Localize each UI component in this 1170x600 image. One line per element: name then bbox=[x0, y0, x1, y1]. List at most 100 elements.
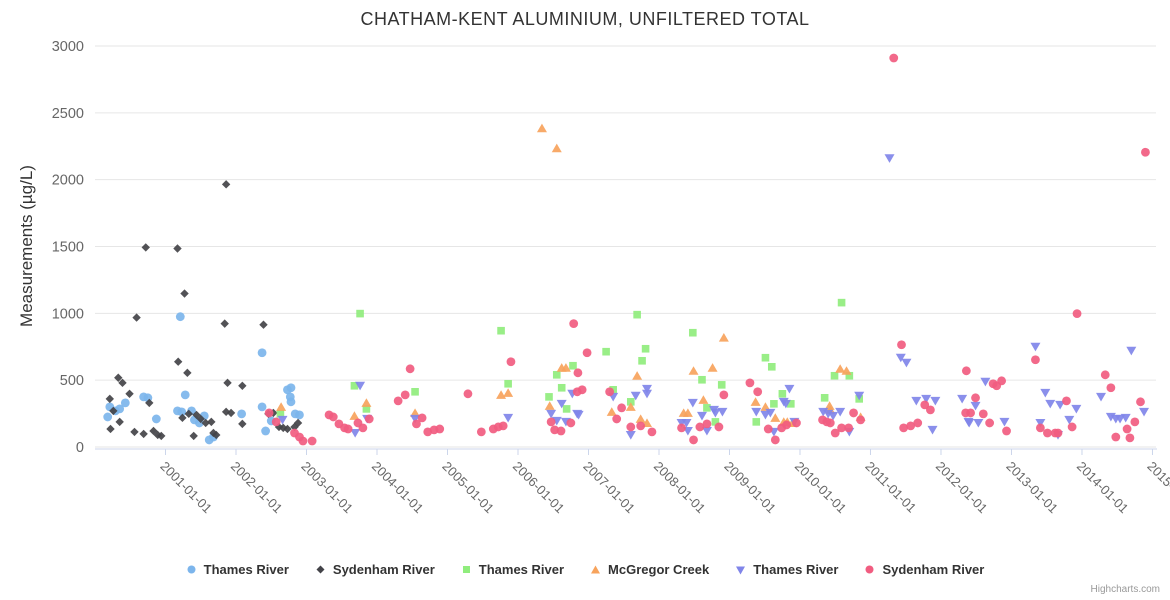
data-point[interactable] bbox=[711, 418, 720, 426]
data-point[interactable] bbox=[751, 407, 762, 417]
data-point[interactable] bbox=[750, 397, 761, 406]
data-point[interactable] bbox=[626, 398, 635, 406]
data-point[interactable] bbox=[647, 427, 657, 437]
data-point[interactable] bbox=[221, 180, 231, 189]
data-point[interactable] bbox=[175, 312, 185, 322]
data-point[interactable] bbox=[410, 414, 421, 424]
data-point[interactable] bbox=[497, 326, 505, 335]
data-point[interactable] bbox=[841, 366, 852, 375]
data-point[interactable] bbox=[1141, 147, 1150, 157]
data-point[interactable] bbox=[970, 401, 981, 411]
data-point[interactable] bbox=[1040, 388, 1051, 398]
data-point[interactable] bbox=[630, 391, 641, 401]
data-point[interactable] bbox=[362, 405, 371, 413]
data-point[interactable] bbox=[702, 419, 712, 429]
legend-item-3[interactable]: Thames River bbox=[461, 562, 564, 577]
data-point[interactable] bbox=[498, 421, 508, 431]
data-point[interactable] bbox=[719, 390, 729, 400]
data-point[interactable] bbox=[765, 408, 776, 418]
data-point[interactable] bbox=[641, 344, 650, 353]
data-point[interactable] bbox=[696, 411, 707, 421]
data-point[interactable] bbox=[212, 430, 221, 440]
data-point[interactable] bbox=[286, 397, 296, 407]
data-point[interactable] bbox=[830, 371, 839, 380]
data-point[interactable] bbox=[830, 428, 840, 438]
data-point[interactable] bbox=[350, 428, 361, 438]
data-point[interactable] bbox=[1045, 399, 1056, 409]
data-point[interactable] bbox=[109, 406, 118, 416]
data-point[interactable] bbox=[889, 53, 899, 63]
data-point[interactable] bbox=[125, 389, 134, 399]
legend-item-2[interactable]: Sydenham River bbox=[315, 562, 435, 577]
data-point[interactable] bbox=[602, 347, 610, 356]
data-point[interactable] bbox=[927, 425, 938, 435]
data-point[interactable] bbox=[1115, 414, 1126, 424]
data-point[interactable] bbox=[476, 427, 486, 437]
data-point[interactable] bbox=[551, 143, 562, 153]
data-point[interactable] bbox=[105, 394, 115, 404]
data-point[interactable] bbox=[792, 418, 801, 428]
data-point[interactable] bbox=[271, 417, 281, 427]
data-point[interactable] bbox=[196, 414, 205, 424]
data-point[interactable] bbox=[183, 368, 192, 378]
data-point[interactable] bbox=[899, 423, 909, 433]
data-point[interactable] bbox=[1030, 342, 1041, 352]
data-point[interactable] bbox=[298, 436, 308, 446]
data-point[interactable] bbox=[504, 379, 512, 388]
data-point[interactable] bbox=[226, 408, 236, 418]
data-point[interactable] bbox=[293, 418, 303, 428]
data-point[interactable] bbox=[698, 375, 706, 384]
data-point[interactable] bbox=[717, 381, 726, 389]
data-point[interactable] bbox=[1035, 418, 1046, 428]
data-point[interactable] bbox=[120, 398, 130, 408]
data-point[interactable] bbox=[625, 402, 636, 411]
data-point[interactable] bbox=[787, 400, 795, 408]
data-point[interactable] bbox=[698, 395, 709, 404]
data-point[interactable] bbox=[180, 390, 190, 400]
data-point[interactable] bbox=[141, 243, 150, 252]
data-point[interactable] bbox=[556, 426, 566, 436]
data-point[interactable] bbox=[1126, 346, 1137, 356]
data-point[interactable] bbox=[1031, 355, 1040, 365]
data-point[interactable] bbox=[642, 384, 653, 394]
data-point[interactable] bbox=[642, 389, 653, 399]
data-point[interactable] bbox=[767, 363, 776, 371]
data-point[interactable] bbox=[763, 424, 773, 434]
data-point[interactable] bbox=[328, 412, 338, 422]
data-point[interactable] bbox=[635, 414, 646, 423]
data-point[interactable] bbox=[926, 405, 935, 415]
data-point[interactable] bbox=[1062, 396, 1071, 406]
data-point[interactable] bbox=[238, 419, 247, 429]
data-point[interactable] bbox=[435, 424, 445, 434]
data-point[interactable] bbox=[714, 422, 724, 432]
data-point[interactable] bbox=[920, 400, 930, 410]
data-point[interactable] bbox=[356, 309, 364, 318]
data-point[interactable] bbox=[961, 366, 971, 376]
data-point[interactable] bbox=[770, 413, 781, 422]
data-point[interactable] bbox=[626, 422, 636, 432]
data-point[interactable] bbox=[276, 402, 287, 411]
data-point[interactable] bbox=[897, 340, 906, 350]
data-point[interactable] bbox=[261, 426, 271, 436]
data-point[interactable] bbox=[837, 423, 846, 433]
data-point[interactable] bbox=[689, 435, 698, 445]
data-point[interactable] bbox=[1139, 407, 1150, 417]
data-point[interactable] bbox=[964, 418, 975, 428]
data-point[interactable] bbox=[180, 289, 189, 298]
data-point[interactable] bbox=[999, 417, 1010, 427]
data-point[interactable] bbox=[276, 410, 285, 418]
data-point[interactable] bbox=[582, 348, 592, 358]
data-point[interactable] bbox=[355, 381, 366, 391]
data-point[interactable] bbox=[784, 384, 795, 394]
data-point[interactable] bbox=[687, 398, 698, 408]
data-point[interactable] bbox=[393, 396, 403, 406]
data-point[interactable] bbox=[1053, 428, 1063, 438]
data-point[interactable] bbox=[835, 407, 846, 417]
data-point[interactable] bbox=[349, 411, 360, 420]
data-point[interactable] bbox=[223, 378, 232, 388]
data-point[interactable] bbox=[277, 415, 288, 425]
data-point[interactable] bbox=[707, 363, 718, 372]
data-point[interactable] bbox=[1071, 404, 1082, 414]
data-point[interactable] bbox=[717, 407, 728, 417]
data-point[interactable] bbox=[695, 422, 705, 432]
